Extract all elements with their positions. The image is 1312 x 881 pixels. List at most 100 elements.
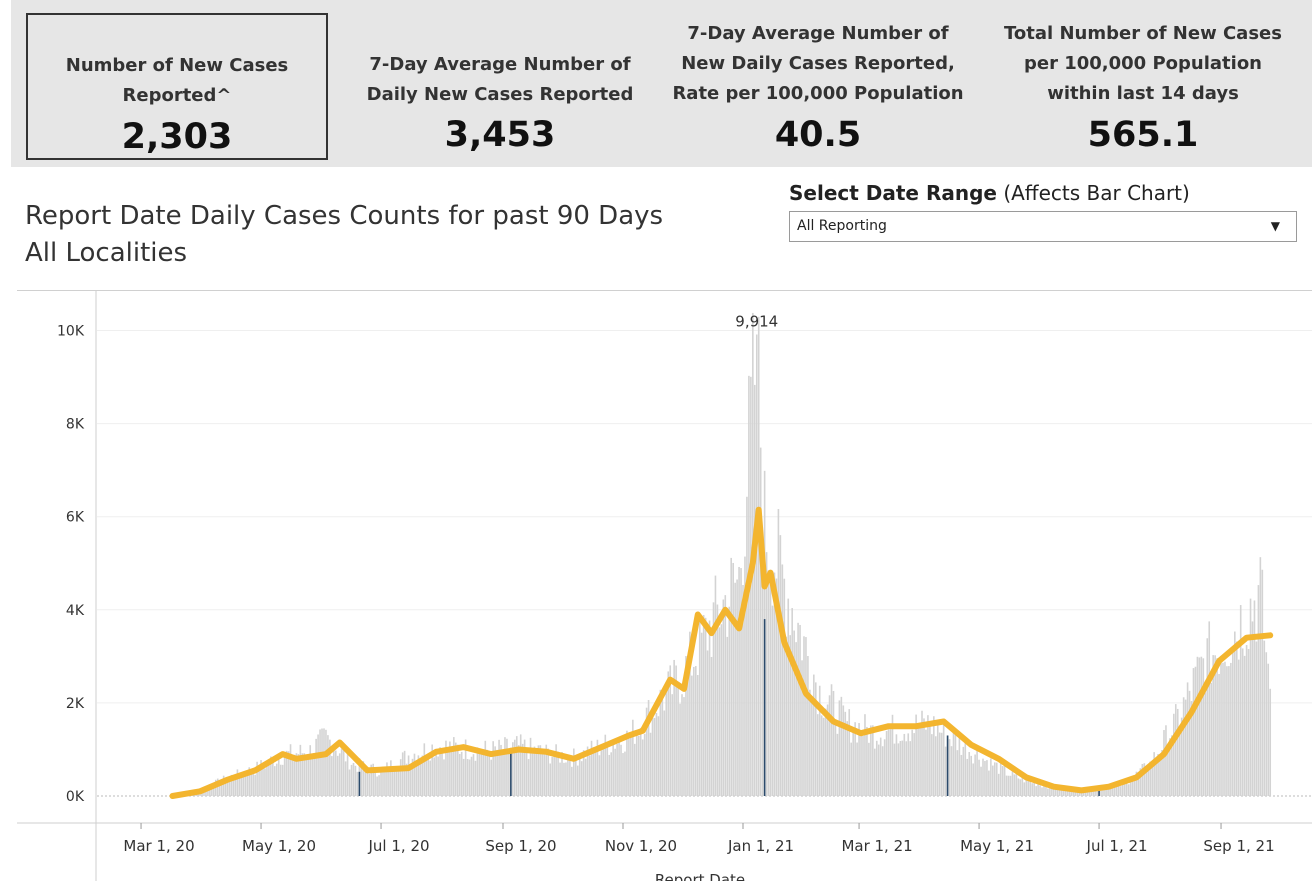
daily-case-bar xyxy=(956,750,959,796)
daily-case-bar xyxy=(1196,656,1199,796)
daily-case-bar xyxy=(256,761,258,796)
daily-case-bar xyxy=(311,758,313,796)
daily-case-bar xyxy=(395,769,398,796)
daily-case-bar xyxy=(789,635,792,796)
daily-case-bar xyxy=(1145,771,1148,796)
daily-case-bar xyxy=(533,746,536,796)
x-tick-label: Mar 1, 21 xyxy=(841,837,912,855)
daily-case-bar xyxy=(394,771,396,796)
daily-case-bar xyxy=(409,764,412,796)
daily-case-bar xyxy=(226,778,229,796)
daily-case-bar xyxy=(925,729,927,796)
daily-case-bar xyxy=(875,740,878,796)
daily-case-bar xyxy=(1257,585,1260,796)
daily-case-bar xyxy=(1035,786,1037,796)
daily-case-bar xyxy=(437,756,439,796)
daily-case-bar xyxy=(620,744,622,796)
daily-case-bar xyxy=(401,752,404,796)
daily-case-bar xyxy=(1043,785,1045,796)
daily-case-bar xyxy=(220,780,223,796)
daily-case-bar xyxy=(1155,758,1157,796)
daily-case-bar xyxy=(541,752,544,796)
daily-case-bar xyxy=(1086,789,1089,796)
daily-case-bar xyxy=(1100,789,1102,796)
daily-case-bar xyxy=(266,761,268,796)
daily-case-bar xyxy=(632,719,634,796)
x-tick-label: May 1, 20 xyxy=(242,837,316,855)
daily-case-bar xyxy=(842,705,845,796)
daily-case-bar xyxy=(667,671,670,796)
daily-case-bar xyxy=(248,767,251,796)
daily-case-bar xyxy=(1027,780,1030,796)
date-range-select[interactable]: All Reporting ▼ xyxy=(789,211,1297,242)
daily-case-bar xyxy=(677,686,679,796)
daily-case-bar xyxy=(317,734,319,796)
daily-case-bar xyxy=(1029,780,1032,796)
daily-case-bar xyxy=(724,595,727,796)
daily-case-bar xyxy=(315,738,317,796)
daily-case-bar xyxy=(1104,787,1106,796)
daily-case-bar xyxy=(240,776,243,796)
daily-case-bar xyxy=(1033,781,1035,796)
daily-case-bar xyxy=(1015,773,1018,796)
daily-case-bar xyxy=(783,578,786,796)
daily-case-bar xyxy=(1114,784,1116,796)
daily-case-bar xyxy=(836,733,839,796)
daily-case-bar xyxy=(559,762,561,796)
daily-case-bar xyxy=(563,762,565,796)
kpi-new-cases-reported[interactable]: Number of New Cases Reported^ 2,303 xyxy=(26,13,328,160)
y-tick-label: 0K xyxy=(66,789,85,805)
daily-case-bar xyxy=(590,740,593,796)
daily-case-bar xyxy=(252,771,254,796)
kpi-label: 7-Day Average Number of New Daily Cases … xyxy=(672,23,964,104)
daily-case-bar xyxy=(681,694,683,796)
daily-case-bar xyxy=(211,786,213,796)
daily-case-bar xyxy=(864,714,866,796)
daily-case-bar xyxy=(287,751,290,796)
daily-case-bar xyxy=(860,732,862,796)
daily-case-bar xyxy=(596,739,599,796)
daily-case-bar xyxy=(962,746,965,796)
kpi-seven-day-average[interactable]: 7-Day Average Number of Daily New Cases … xyxy=(360,0,640,167)
daily-case-bar xyxy=(706,650,709,796)
kpi-seven-day-rate[interactable]: 7-Day Average Number of New Daily Cases … xyxy=(670,0,966,167)
daily-case-bar xyxy=(1125,780,1128,796)
daily-case-bar xyxy=(1206,638,1209,796)
daily-case-bar xyxy=(1013,774,1016,796)
daily-case-bar xyxy=(584,758,587,796)
daily-case-bar xyxy=(1214,655,1216,796)
daily-case-bar xyxy=(478,751,481,796)
daily-case-bar xyxy=(492,741,494,796)
daily-case-bar xyxy=(830,684,833,796)
daily-case-bar xyxy=(858,723,860,796)
kpi-fourteen-day-rate[interactable]: Total Number of New Cases per 100,000 Po… xyxy=(990,0,1296,167)
daily-case-bar xyxy=(994,762,996,796)
daily-case-bar xyxy=(868,742,870,796)
daily-case-bar xyxy=(1005,775,1008,796)
daily-case-bar xyxy=(244,774,247,796)
daily-case-bar xyxy=(295,753,298,796)
daily-case-bar xyxy=(936,724,939,796)
daily-case-bar xyxy=(1232,652,1234,796)
daily-case-bar xyxy=(913,733,915,796)
daily-case-bar xyxy=(972,763,974,796)
daily-case-bar xyxy=(573,748,575,796)
daily-case-bar xyxy=(801,660,803,796)
daily-case-bar xyxy=(331,756,333,796)
daily-case-bar xyxy=(525,749,528,796)
daily-case-bar xyxy=(921,710,923,796)
daily-case-bar xyxy=(466,759,469,796)
daily-case-bar xyxy=(771,605,774,796)
daily-case-bar xyxy=(543,753,546,796)
daily-case-bar xyxy=(608,754,611,796)
daily-case-bar xyxy=(1072,790,1075,796)
daily-case-bar xyxy=(1060,787,1063,796)
daily-case-bar xyxy=(397,769,400,796)
daily-case-bar xyxy=(1141,763,1144,796)
daily-case-bar xyxy=(773,572,776,796)
daily-case-bar xyxy=(942,720,945,796)
daily-case-bar xyxy=(850,742,852,796)
daily-case-bar xyxy=(1023,782,1026,796)
daily-case-bar xyxy=(470,756,473,796)
daily-case-bar xyxy=(818,685,821,796)
